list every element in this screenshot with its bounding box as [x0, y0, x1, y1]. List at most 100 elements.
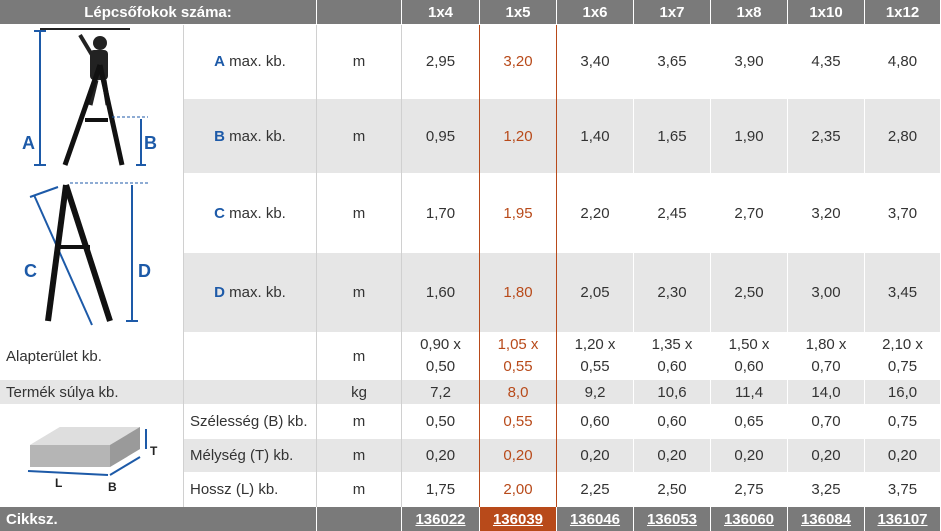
package-value-cell: 0,60 — [657, 413, 687, 430]
value-cell: 3,90 — [734, 53, 764, 70]
area-value-line: 0,60 — [657, 358, 687, 375]
area-value-line: 0,60 — [734, 358, 764, 375]
package-value-cell: 1,75 — [425, 481, 456, 498]
header-size-1x6: 1x6 — [557, 0, 633, 24]
value-cell: 2,80 — [865, 99, 940, 173]
value-cell: 2,95 — [425, 53, 456, 70]
area-value-line: 1,20 x — [574, 336, 616, 353]
area-value-cell: 1,50 x 0,60 — [711, 333, 787, 379]
article-code-link[interactable]: 136046 — [569, 510, 621, 528]
value-cell: 2,50 — [711, 253, 787, 332]
value-cell: 4,35 — [811, 53, 841, 70]
header-size-1x12: 1x12 — [865, 0, 940, 24]
header-unit-blank — [317, 0, 401, 24]
area-value-line: 0,50 — [425, 358, 456, 375]
value-cell: 1,65 — [634, 99, 710, 173]
row-unit: m — [352, 53, 366, 70]
value-cell: 2,35 — [788, 99, 864, 173]
row-unit: m — [317, 99, 401, 173]
label-B: B — [144, 133, 157, 153]
article-code-link[interactable]: 136053 — [646, 510, 698, 528]
selected-column-border — [556, 25, 557, 507]
value-cell: 1,80 — [480, 253, 556, 332]
package-value-cell: 0,75 — [887, 413, 918, 430]
package-value-cell: 2,50 — [657, 481, 687, 498]
article-code-cell: 136060 — [711, 507, 787, 531]
value-cell: 1,20 — [480, 99, 556, 173]
article-code-link[interactable]: 136039 — [492, 510, 544, 528]
header-size-1x4: 1x4 — [402, 0, 479, 24]
value-cell: 3,65 — [657, 53, 687, 70]
label-A: A — [22, 133, 35, 153]
area-value-cell: 1,80 x 0,70 — [788, 333, 864, 379]
package-value-cell: 0,20 — [557, 439, 633, 472]
value-cell: 3,45 — [865, 253, 940, 332]
article-code-cell: 136046 — [557, 507, 633, 531]
label-D: D — [138, 261, 151, 281]
value-cell: 1,95 — [503, 204, 533, 222]
article-code-link[interactable]: 136107 — [877, 510, 928, 528]
article-code-link[interactable]: 136060 — [723, 510, 775, 528]
weight-value-cell: 14,0 — [788, 380, 864, 404]
area-value-line: 1,35 x — [651, 336, 693, 353]
package-value-cell: 3,75 — [887, 481, 918, 498]
row-label-A: A max. kb. — [184, 25, 316, 98]
value-cell: 2,45 — [657, 204, 687, 222]
weight-value-cell: 16,0 — [865, 380, 940, 404]
label-B-box: B — [108, 480, 117, 494]
area-value-cell: 1,20 x 0,55 — [557, 333, 633, 379]
ladder-diagram: A B C D — [22, 28, 157, 326]
value-cell: 1,70 — [425, 204, 456, 222]
value-cell: 1,40 — [557, 99, 633, 173]
area-value-line: 0,55 — [580, 358, 610, 375]
dimension-letter: D — [214, 284, 225, 301]
package-label: Szélesség (B) kb. — [190, 413, 308, 430]
article-code-link[interactable]: 136022 — [415, 510, 466, 528]
area-value-line: 1,05 x — [497, 336, 539, 353]
area-unit: m — [352, 347, 366, 365]
area-value-line: 0,70 — [811, 358, 841, 375]
weight-value-cell: 9,2 — [557, 380, 633, 404]
value-cell: 2,30 — [634, 253, 710, 332]
package-value-cell: 0,70 — [811, 413, 841, 430]
header-title: Lépcsőfokok száma: — [0, 0, 316, 24]
column-divider — [316, 25, 317, 507]
header-size-1x5: 1x5 — [480, 0, 556, 24]
dimension-letter: C — [214, 204, 225, 222]
value-cell: 3,40 — [580, 53, 610, 70]
value-cell: 2,20 — [580, 204, 610, 222]
label-C: C — [24, 261, 37, 281]
package-value-cell: 0,60 — [580, 413, 610, 430]
label-L: L — [55, 476, 62, 490]
package-value-cell: 2,00 — [503, 481, 533, 498]
value-cell: 3,20 — [503, 53, 533, 70]
area-label: Alapterület kb. — [6, 347, 102, 365]
article-code-cell: 136053 — [634, 507, 710, 531]
article-code-cell: 136039 — [480, 507, 556, 531]
column-divider — [183, 25, 184, 507]
row-label-D: D max. kb. — [184, 253, 316, 332]
package-value-cell: 0,20 — [402, 439, 479, 472]
package-value-cell: 0,55 — [503, 413, 533, 430]
value-cell: 1,60 — [402, 253, 479, 332]
article-code-link[interactable]: 136084 — [800, 510, 852, 528]
area-value-line: 1,50 x — [728, 336, 770, 353]
weight-value-cell: 11,4 — [711, 380, 787, 404]
package-value-cell: 3,25 — [811, 481, 841, 498]
area-value-line: 0,90 x — [420, 336, 461, 353]
package-unit: m — [352, 481, 366, 498]
dimension-caption: max. kb. — [224, 127, 286, 145]
weight-label: Termék súlya kb. — [0, 380, 316, 404]
package-label: Hossz (L) kb. — [190, 481, 279, 498]
weight-value-cell: 8,0 — [480, 380, 556, 404]
package-value-cell: 2,75 — [734, 481, 764, 498]
area-value-line: 2,10 x — [882, 336, 923, 353]
package-value-cell: 0,50 — [425, 413, 456, 430]
row-unit: m — [352, 204, 366, 222]
area-value-cell: 1,35 x 0,60 — [634, 333, 710, 379]
value-cell: 2,05 — [557, 253, 633, 332]
header-size-1x10: 1x10 — [788, 0, 864, 24]
dimension-caption: max. kb. — [224, 284, 286, 301]
value-cell: 0,95 — [402, 99, 479, 173]
area-value-cell: 0,90 x 0,50 — [402, 333, 479, 379]
